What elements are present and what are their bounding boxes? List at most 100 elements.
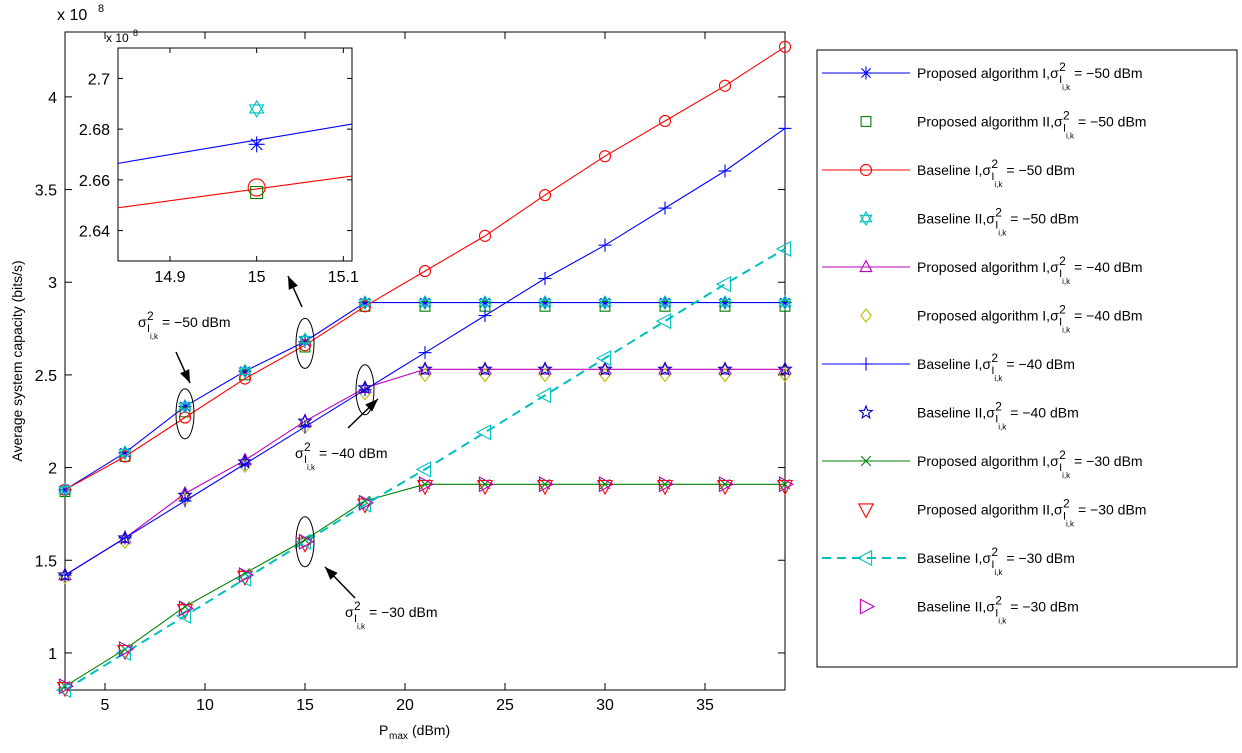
sigma-value: = −30 dBm [1010,599,1079,615]
sigma-sub: I [1059,462,1062,474]
sigma-sup: 2 [354,599,361,613]
y-multiplier: x 10 [57,7,87,24]
data-point [537,361,553,376]
data-point [295,533,312,550]
legend-entry-1: Proposed algorithm II, σ 2Ii,k = −50 dBm [860,109,1147,141]
sigma-subsub: i,k [998,423,1007,432]
data-point [658,476,675,493]
data-point [478,295,492,311]
y-axis-label: Average system capacity (bits/s) [9,260,25,461]
sigma-sub: I [304,454,307,466]
legend-label: Proposed algorithm I, σ 2Ii,k = −40 dBm [917,303,1143,335]
data-point [717,361,733,376]
sigma-value: = −50 dBm [1078,114,1147,130]
sigma-sup: 2 [995,206,1002,220]
data-point [658,201,672,215]
sigma-subsub: i,k [998,617,1007,626]
data-point [718,361,732,375]
sigma-symbol: σ [345,604,354,620]
y-tick-label: 4 [48,90,57,107]
series-3 [58,295,792,498]
y-tick-label: 2 [48,461,57,478]
series-2 [58,40,792,496]
sigma-subsub: i,k [1066,132,1075,141]
data-point [658,361,672,375]
data-point [538,295,552,311]
sigma-subsub: i,k [1062,471,1071,480]
sigma-value: = −40 dBm [1074,308,1143,324]
sigma-subsub: i,k [998,229,1007,238]
data-point [718,164,732,178]
legend-text-prefix: Baseline I, [917,356,982,372]
data-point [777,361,793,376]
data-point [598,150,612,163]
annotation-arrow-50 [175,351,191,384]
sigma-subsub: i,k [994,568,1003,577]
sigma-sup: 2 [995,400,1002,414]
sigma-symbol: σ [986,599,995,615]
legend-text-prefix: Proposed algorithm I, [917,308,1050,324]
y-tick-label: 3 [48,275,57,292]
sigma-value: = −30 dBm [369,604,438,620]
sigma-subsub: i,k [1062,277,1071,286]
sigma-sup: 2 [995,594,1002,608]
data-point [175,607,192,625]
sigma-sub: I [1059,268,1062,280]
inset-point-0 [248,99,265,118]
sigma-subsub: i,k [1066,520,1075,529]
sigma-symbol: σ [982,356,991,372]
legend-text-prefix: Baseline I, [917,162,982,178]
data-point [718,295,732,311]
data-point [235,570,252,587]
data-point [118,641,135,658]
sigma-value: = −50 dBm [162,314,231,330]
data-point [658,295,672,311]
sigma-value: = −50 dBm [1074,65,1143,81]
y-tick-label: 1 [48,646,57,663]
data-point [595,350,612,367]
data-point [475,424,492,441]
annotation-arrow-40 [347,398,379,429]
sigma-sup: 2 [1059,254,1066,268]
data-point [658,114,672,128]
legend-entry-10: Baseline I, σ 2Ii,k = −30 dBm [822,545,1075,577]
sigma-sup: 2 [147,309,154,323]
data-point [178,600,195,617]
sigma-value: = −40 dBm [1010,405,1079,421]
x-tick-label: 20 [396,697,414,714]
legend: Proposed algorithm I, σ 2Ii,k = −50 dBmPr… [816,49,1238,668]
annotation-ellipse-0 [175,388,195,440]
data-point [478,361,492,375]
sigma-value: = −30 dBm [1006,550,1075,566]
inset-point-3 [250,185,264,200]
legend-label: Baseline I, σ 2Ii,k = −40 dBm [917,351,1075,383]
data-point [778,40,792,53]
data-point [298,533,315,550]
inset-y-tick-label: 2.7 [88,71,110,88]
data-point [538,272,552,286]
legend-entry-11: Baseline II, σ 2Ii,k = −30 dBm [859,594,1079,626]
sigma-sup: 2 [991,157,998,171]
legend-entry-3: Baseline II, σ 2Ii,k = −50 dBm [859,206,1079,238]
x-axis-label-sub: max [389,731,408,742]
y-tick-label: 2.5 [35,368,57,385]
inset-y-tick-label: 2.66 [79,173,110,190]
data-point [718,476,735,493]
legend-text-prefix: Proposed algorithm I, [917,259,1050,275]
data-point [57,567,73,582]
legend-label: Proposed algorithm I, σ 2Ii,k = −40 dBm [917,254,1143,286]
data-point [238,363,252,379]
data-point [418,361,432,375]
annotation-label-50: σ 2Ii,k = −50 dBm [138,309,231,341]
legend-entry-6: Baseline I, σ 2Ii,k = −40 dBm [822,351,1075,383]
data-point [598,295,612,311]
inset-line-1 [117,175,353,209]
legend-label: Baseline II, σ 2Ii,k = −50 dBm [917,206,1079,238]
annotation-ellipse-1 [355,364,375,416]
legend-text-prefix: Baseline I, [917,550,982,566]
sigma-sub: I [354,613,357,625]
sigma-sub: I [1059,317,1062,329]
data-point [535,387,552,404]
